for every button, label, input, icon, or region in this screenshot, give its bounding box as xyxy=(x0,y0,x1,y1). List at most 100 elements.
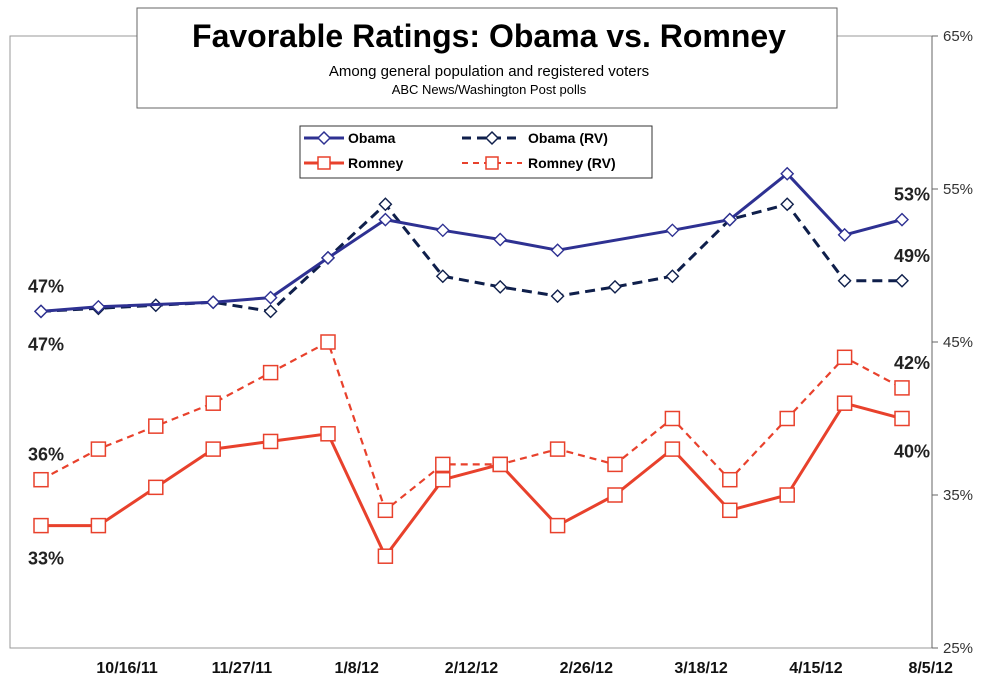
point-obama xyxy=(91,299,106,314)
point-romney-rv xyxy=(205,395,221,411)
x-ticks: 10/16/11 11/27/11 1/8/12 2/12/12 2/26/12 3/18… xyxy=(96,660,953,677)
title-box xyxy=(136,7,838,109)
legend-item-obama-rv: Obama (RV) xyxy=(462,130,608,146)
series-line-obama-rv xyxy=(40,202,902,313)
point-romney xyxy=(549,517,566,534)
point-obama-rv xyxy=(263,304,278,319)
series-line-romney xyxy=(41,401,903,558)
point-romney-rv xyxy=(664,410,681,427)
point-romney xyxy=(33,517,49,534)
point-romney-rv xyxy=(722,471,738,488)
point-obama-rv xyxy=(608,279,622,294)
legend-label-obama-rv: Obama (RV) xyxy=(528,130,608,146)
data-label: 33% xyxy=(28,549,64,569)
point-obama xyxy=(263,290,278,305)
point-romney-rv xyxy=(435,456,451,473)
y-ticks: 65% 55% 45% 35% 25% xyxy=(932,28,973,657)
point-obama-rv xyxy=(550,289,565,304)
point-romney xyxy=(90,517,107,534)
legend-item-romney-rv: Romney (RV) xyxy=(462,155,616,171)
legend-label-obama: Obama xyxy=(348,130,396,146)
point-romney-rv xyxy=(607,456,623,473)
legend-item-romney: Romney xyxy=(304,155,403,171)
point-romney-rv xyxy=(262,364,279,381)
point-obama xyxy=(206,295,221,310)
data-label: 53% xyxy=(894,185,930,205)
x-tick-label: 10/16/11 xyxy=(96,660,158,677)
point-romney xyxy=(377,548,394,564)
point-romney-rv xyxy=(836,349,853,366)
point-obama xyxy=(34,304,48,319)
series-obama-rv xyxy=(34,197,909,319)
x-tick-label: 3/18/12 xyxy=(674,660,727,677)
y-tick-label: 45% xyxy=(943,334,973,351)
point-romney-rv xyxy=(90,441,107,457)
point-obama-rv xyxy=(378,197,393,212)
point-obama-rv xyxy=(435,269,450,284)
point-romney-rv xyxy=(33,471,49,488)
point-romney xyxy=(435,471,451,488)
data-label: 36% xyxy=(28,445,64,465)
x-tick-label: 11/27/11 xyxy=(212,660,273,677)
point-obama xyxy=(378,212,393,227)
legend-label-romney-rv: Romney (RV) xyxy=(528,155,616,171)
point-romney-rv xyxy=(549,441,566,457)
point-obama xyxy=(321,250,335,265)
point-romney-rv xyxy=(377,502,394,519)
chart-title: Favorable Ratings: Obama vs. Romney xyxy=(192,18,786,54)
point-romney xyxy=(779,487,795,503)
point-obama xyxy=(665,223,680,238)
series-line-romney-rv xyxy=(40,340,903,512)
point-romney-rv xyxy=(148,418,164,434)
legend-box xyxy=(299,125,653,179)
point-obama-rv xyxy=(837,273,852,288)
y-tick-label: 25% xyxy=(943,640,973,657)
point-obama xyxy=(895,212,909,227)
x-tick-label: 8/5/12 xyxy=(908,660,953,677)
point-romney xyxy=(722,502,738,519)
legend-label-romney: Romney xyxy=(348,155,403,171)
x-tick-label: 2/26/12 xyxy=(560,660,613,677)
point-romney xyxy=(148,479,164,496)
chart-source: ABC News/Washington Post polls xyxy=(392,82,587,97)
data-label: 40% xyxy=(894,442,930,462)
point-romney-rv xyxy=(894,380,910,396)
point-romney xyxy=(664,441,681,457)
point-obama xyxy=(550,243,565,258)
point-obama-rv xyxy=(780,197,795,212)
x-tick-label: 2/12/12 xyxy=(445,660,498,677)
annotation-layer: 47% 47% 36% 33% 53% 49% 42% 40% xyxy=(28,185,930,569)
series-layer xyxy=(33,166,910,564)
data-label: 49% xyxy=(894,246,930,266)
point-obama xyxy=(722,212,737,227)
chart-subtitle: Among general population and registered … xyxy=(329,63,649,80)
point-romney xyxy=(262,433,279,450)
point-obama-rv xyxy=(895,273,909,288)
legend-item-obama: Obama xyxy=(304,130,396,146)
point-romney xyxy=(607,487,623,503)
point-obama-rv xyxy=(665,269,680,284)
point-obama xyxy=(493,232,508,247)
point-romney xyxy=(894,410,910,427)
point-romney-rv xyxy=(320,334,336,350)
point-romney xyxy=(320,426,336,442)
point-obama xyxy=(435,223,450,238)
point-obama xyxy=(780,166,795,181)
point-obama xyxy=(837,227,852,242)
point-romney-rv xyxy=(779,410,795,427)
point-romney xyxy=(205,441,221,457)
y-tick-label: 35% xyxy=(943,487,973,504)
y-tick-label: 55% xyxy=(943,181,973,198)
data-label: 47% xyxy=(28,334,64,354)
y-tick-label: 65% xyxy=(943,28,973,45)
x-tick-label: 4/15/12 xyxy=(789,660,842,677)
x-tick-label: 1/8/12 xyxy=(334,660,379,677)
point-romney xyxy=(836,395,853,411)
data-label: 47% xyxy=(28,276,64,296)
point-romney-rv xyxy=(492,456,508,473)
series-obama xyxy=(34,166,909,319)
point-obama-rv xyxy=(493,279,508,294)
series-line-obama xyxy=(40,172,903,313)
